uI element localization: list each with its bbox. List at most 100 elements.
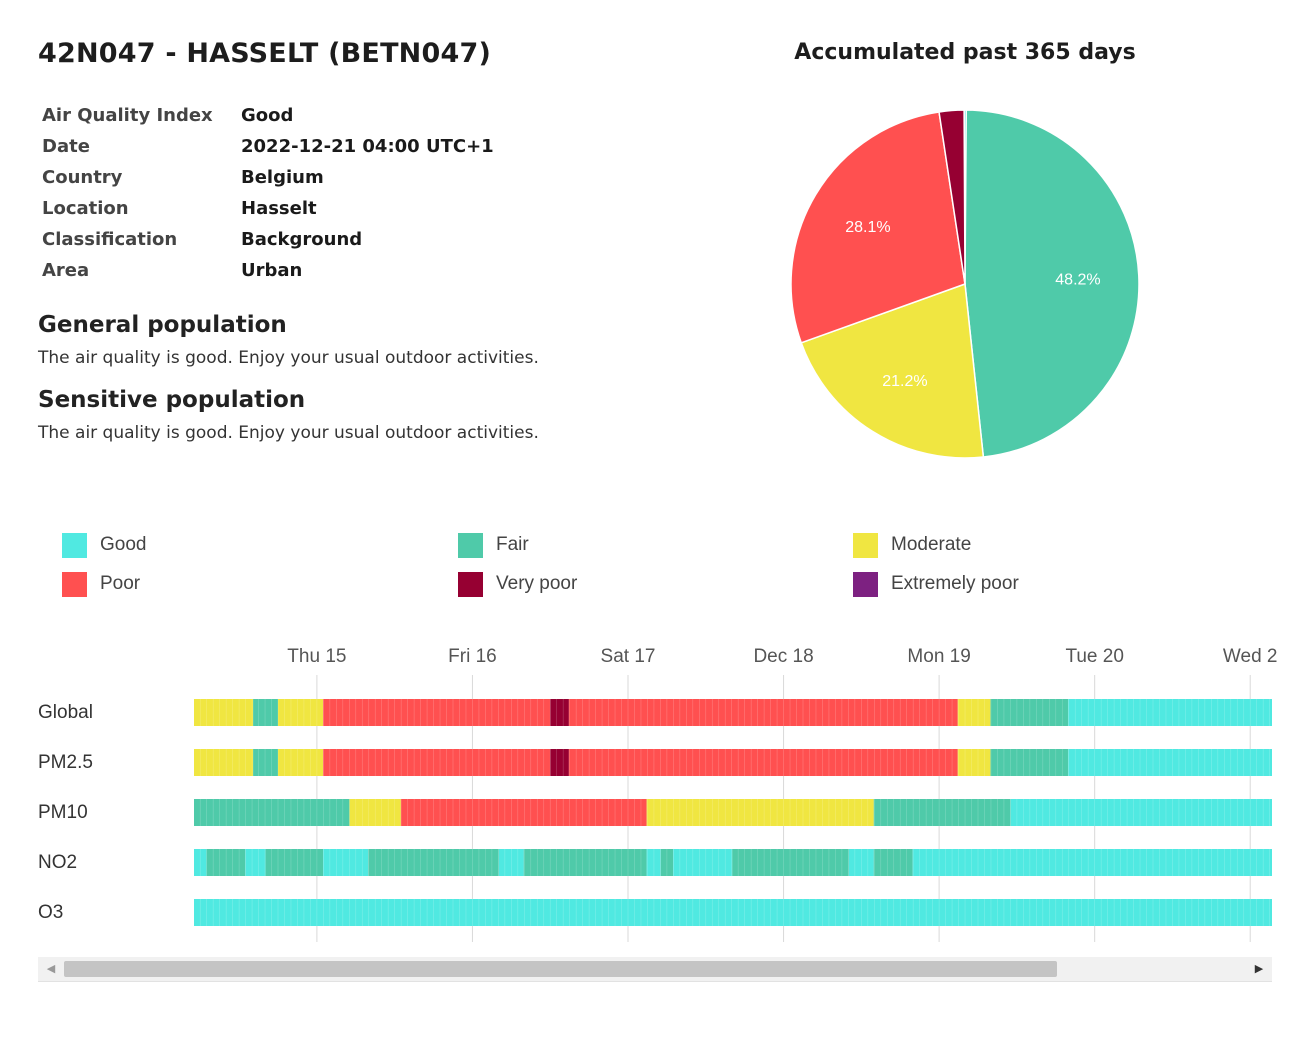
timeline-segment[interactable] (349, 799, 401, 826)
horizontal-scrollbar[interactable]: ◀ ▶ (38, 957, 1272, 982)
legend-item-poor[interactable]: Poor (62, 571, 140, 597)
scroll-left-arrow-icon[interactable]: ◀ (46, 962, 56, 975)
legend-label: Moderate (891, 534, 972, 555)
timeline-segment[interactable] (245, 849, 266, 876)
timeline-segment[interactable] (568, 699, 958, 726)
info-row: Date 2022-12-21 04:00 UTC+1 (42, 131, 494, 162)
row-label: PM10 (38, 802, 88, 823)
x-tick-label: Thu 15 (287, 646, 346, 667)
timeline-segment[interactable] (368, 849, 499, 876)
timeline-segment[interactable] (990, 699, 1069, 726)
legend-swatch (853, 532, 878, 558)
timeline-segment[interactable] (194, 699, 254, 726)
info-row: Air Quality Index Good (42, 100, 494, 131)
info-value: Good (241, 105, 294, 126)
legend-swatch (458, 571, 483, 597)
timeline-segment[interactable] (912, 849, 1272, 876)
info-value: Background (241, 229, 363, 250)
legend-swatch (62, 571, 87, 597)
timeline-segment[interactable] (660, 849, 674, 876)
legend-item-very-poor[interactable]: Very poor (458, 571, 577, 597)
timeline-segment[interactable] (278, 749, 324, 776)
scroll-right-arrow-icon[interactable]: ▶ (1254, 962, 1264, 975)
timeline-segment[interactable] (194, 799, 350, 826)
timeline-segment[interactable] (550, 749, 569, 776)
station-info-table: Air Quality Index Good Date 2022-12-21 0… (42, 100, 494, 286)
info-row: Area Urban (42, 255, 494, 286)
timeline-segment[interactable] (957, 699, 991, 726)
info-label: Location (42, 198, 129, 219)
timeline-segment[interactable] (194, 749, 254, 776)
row-label: NO2 (38, 852, 77, 873)
timeline-segment[interactable] (957, 749, 991, 776)
timeline-segment[interactable] (848, 849, 874, 876)
info-label: Country (42, 167, 123, 188)
timeline-segment[interactable] (400, 799, 647, 826)
timeline-segment[interactable] (253, 699, 278, 726)
timeline-segment[interactable] (206, 849, 246, 876)
x-tick-label: Dec 18 (753, 646, 813, 667)
info-label: Air Quality Index (42, 105, 213, 126)
scrollbar-thumb[interactable] (64, 961, 1057, 977)
general-population-heading: General population (38, 312, 287, 338)
legend-label: Poor (100, 573, 141, 594)
timeline-segment[interactable] (873, 799, 1011, 826)
info-value: Hasselt (241, 198, 317, 219)
timeline-segment[interactable] (194, 899, 1272, 926)
pie-slice-moderate[interactable] (800, 282, 985, 459)
info-row: Country Belgium (42, 162, 494, 193)
timeline-segment[interactable] (673, 849, 733, 876)
legend-item-good[interactable]: Good (62, 532, 146, 558)
timeline-segment[interactable] (323, 749, 551, 776)
timeline-segment[interactable] (873, 849, 913, 876)
legend-swatch (458, 532, 483, 558)
timeline-segment[interactable] (323, 849, 369, 876)
legend-swatch (853, 571, 878, 597)
station-title: 42N047 - HASSELT (BETN047) (38, 38, 491, 69)
pollutant-timeline-chart: Thu 15 Fri 16 Sat 17 Dec 18 Mon 19 Tue 20 Wed … (38, 646, 1278, 942)
general-population-text: The air quality is good. Enjoy your usua… (38, 348, 539, 368)
sensitive-population-text: The air quality is good. Enjoy your usua… (38, 423, 539, 443)
timeline-segment[interactable] (568, 749, 958, 776)
timeline-segment[interactable] (1010, 799, 1272, 826)
pie-slice-fair[interactable] (964, 109, 1140, 458)
legend-swatch (62, 532, 87, 558)
legend-label: Fair (496, 534, 529, 555)
timeline-segment[interactable] (550, 699, 569, 726)
pie-slice-very-poor[interactable] (938, 109, 966, 285)
info-value: Belgium (241, 167, 324, 188)
timeline-segment[interactable] (253, 749, 278, 776)
x-tick-label: Sat 17 (601, 646, 656, 667)
row-label: O3 (38, 902, 63, 923)
info-row: Classification Background (42, 224, 494, 255)
row-label: Global (38, 702, 93, 723)
timeline-segment[interactable] (646, 849, 661, 876)
pie-chart-title: Accumulated past 365 days (794, 40, 1136, 65)
legend-item-extremely-poor[interactable]: Extremely poor (853, 571, 1019, 597)
timeline-segment[interactable] (646, 799, 874, 826)
info-label: Date (42, 136, 90, 157)
aqi-legend: Good Fair Moderate Poor Very poor Extrem… (62, 530, 1262, 606)
timeline-segment[interactable] (278, 699, 324, 726)
info-row: Location Hasselt (42, 193, 494, 224)
legend-label: Very poor (496, 573, 578, 594)
sensitive-population-heading: Sensitive population (38, 387, 306, 413)
timeline-segment[interactable] (1068, 749, 1272, 776)
info-label: Classification (42, 229, 178, 250)
timeline-segment[interactable] (265, 849, 324, 876)
timeline-segment[interactable] (990, 749, 1069, 776)
pie-slice-poor[interactable] (790, 111, 966, 344)
timeline-segment[interactable] (1068, 699, 1272, 726)
legend-item-fair[interactable]: Fair (458, 532, 529, 558)
timeline-segment[interactable] (732, 849, 849, 876)
pie-data-label: 21.2% (882, 373, 927, 390)
timeline-segment[interactable] (323, 699, 551, 726)
legend-label: Extremely poor (891, 573, 1019, 594)
timeline-segment[interactable] (498, 849, 524, 876)
x-tick-label: Fri 16 (448, 646, 497, 667)
timeline-segment[interactable] (523, 849, 647, 876)
info-label: Area (42, 260, 90, 281)
row-label: PM2.5 (38, 752, 93, 773)
timeline-segment[interactable] (194, 849, 207, 876)
legend-item-moderate[interactable]: Moderate (853, 532, 971, 558)
